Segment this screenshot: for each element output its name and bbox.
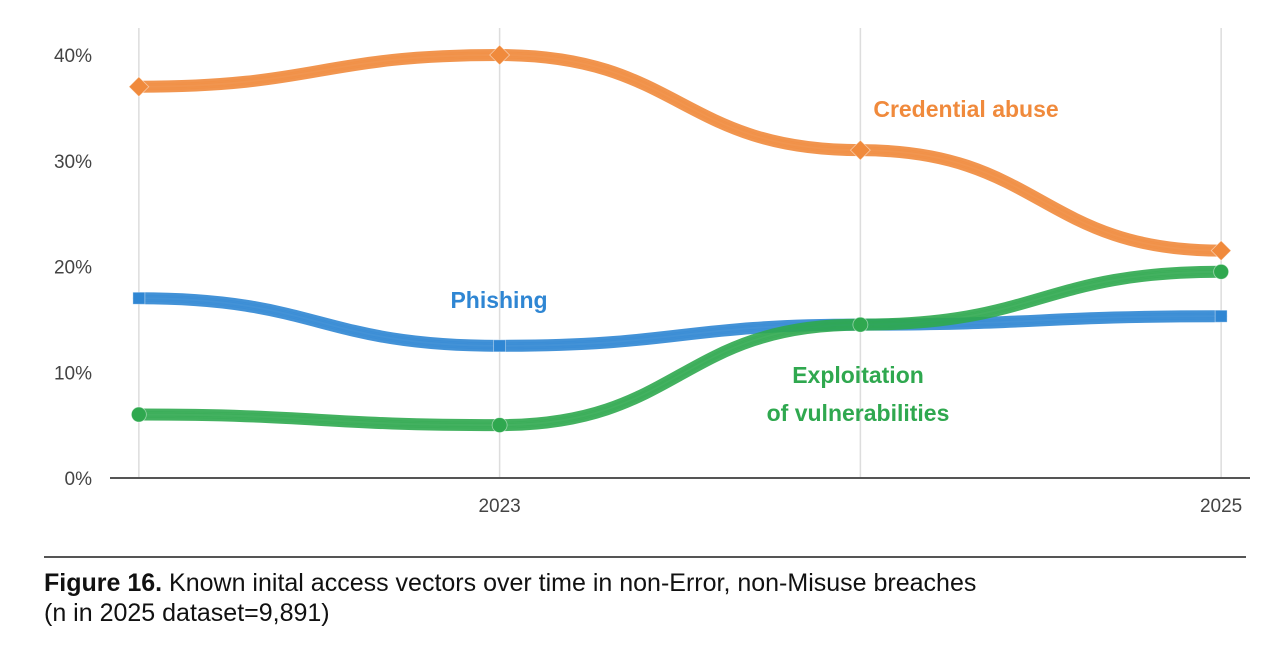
series-band-strand <box>138 55 1222 253</box>
series-lines <box>128 44 1232 434</box>
data-point <box>849 139 871 161</box>
caption-figure-label: Figure 16. <box>44 569 163 597</box>
series-line <box>132 292 1228 352</box>
series-credential-abuse <box>128 44 1232 262</box>
series-label: Credential abuse <box>873 96 1058 122</box>
data-point <box>852 316 869 333</box>
series-label: Phishing <box>450 287 547 313</box>
y-tick-label: 30% <box>54 152 92 173</box>
caption-line2: (n in 2025 dataset=9,891) <box>44 599 330 627</box>
data-point <box>130 406 147 423</box>
data-point <box>132 291 146 305</box>
series-band-strand <box>138 57 1222 255</box>
series-line <box>132 48 1228 257</box>
series-exploitation-of-vulnerabilities <box>130 263 1230 434</box>
y-tick-label: 20% <box>54 258 92 279</box>
data-point <box>1213 263 1230 280</box>
grid <box>138 28 1222 478</box>
series-label: Exploitation <box>792 362 924 388</box>
data-point <box>493 339 507 353</box>
axes: 0% 10% 20% 30% 40% 2023 2025 <box>54 46 1250 517</box>
figure-caption: Figure 16. Known inital access vectors o… <box>44 556 1246 628</box>
series-line <box>132 265 1228 432</box>
data-point <box>128 76 150 98</box>
y-tick-label: 0% <box>65 469 93 490</box>
series-labels: Credential abuse Phishing Exploitation of v… <box>450 96 1058 426</box>
y-tick-label: 10% <box>54 363 92 384</box>
series-band-strand <box>138 52 1222 250</box>
data-point <box>1210 240 1232 262</box>
data-point <box>491 417 508 434</box>
series-band-strand <box>138 51 1222 249</box>
data-point <box>489 44 511 66</box>
x-tick-label: 2023 <box>478 496 520 517</box>
chart-area: 0% 10% 20% 30% 40% 2023 2025 Credential abuse P… <box>54 28 1250 517</box>
y-tick-label: 40% <box>54 46 92 67</box>
caption-text: Figure 16. Known inital access vectors o… <box>44 568 1246 628</box>
data-point <box>1214 309 1228 323</box>
x-tick-label: 2025 <box>1200 496 1242 517</box>
series-phishing <box>132 291 1228 353</box>
series-label: of vulnerabilities <box>767 400 950 426</box>
line-chart: 0% 10% 20% 30% 40% 2023 2025 Credential abuse P… <box>54 28 1250 517</box>
caption-line1: Known inital access vectors over time in… <box>169 569 977 597</box>
